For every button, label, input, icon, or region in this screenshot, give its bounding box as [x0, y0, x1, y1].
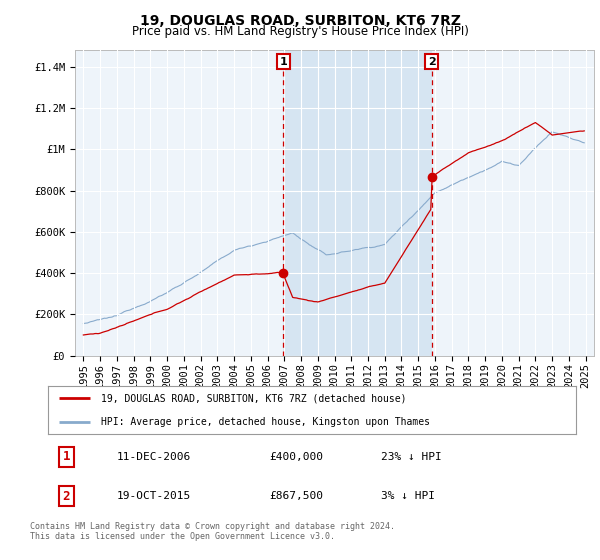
Text: 23% ↓ HPI: 23% ↓ HPI [380, 452, 442, 462]
Text: HPI: Average price, detached house, Kingston upon Thames: HPI: Average price, detached house, King… [101, 417, 430, 427]
Text: 1: 1 [63, 450, 70, 463]
Text: £867,500: £867,500 [270, 491, 324, 501]
Text: 19, DOUGLAS ROAD, SURBITON, KT6 7RZ (detached house): 19, DOUGLAS ROAD, SURBITON, KT6 7RZ (det… [101, 393, 406, 403]
Text: 2: 2 [428, 57, 436, 67]
Text: 19, DOUGLAS ROAD, SURBITON, KT6 7RZ: 19, DOUGLAS ROAD, SURBITON, KT6 7RZ [139, 14, 461, 28]
Text: Contains HM Land Registry data © Crown copyright and database right 2024.
This d: Contains HM Land Registry data © Crown c… [30, 522, 395, 542]
Bar [283, 50, 431, 356]
Text: 1: 1 [280, 57, 287, 67]
Text: 3% ↓ HPI: 3% ↓ HPI [380, 491, 434, 501]
Text: 2: 2 [63, 489, 70, 502]
Text: 19-OCT-2015: 19-OCT-2015 [116, 491, 191, 501]
Text: Price paid vs. HM Land Registry's House Price Index (HPI): Price paid vs. HM Land Registry's House … [131, 25, 469, 38]
Text: 11-DEC-2006: 11-DEC-2006 [116, 452, 191, 462]
Text: £400,000: £400,000 [270, 452, 324, 462]
